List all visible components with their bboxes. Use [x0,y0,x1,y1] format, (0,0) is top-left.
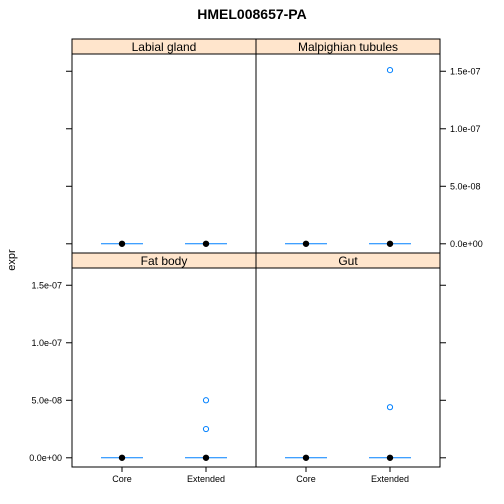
plot-frame-labial-gland [71,53,257,254]
median-dot-labial-gland-core [118,240,126,247]
outlier-gut-extended-1 [386,404,394,411]
plot-frame-fat-body [71,267,257,468]
median-dot-fat-body-extended [202,454,210,461]
panel-fat-body: Fat body [71,252,257,468]
outlier-fat-body-extended-2 [202,425,210,433]
panel-labial-gland: Labial gland [71,38,257,254]
panel-malpighian-tubules: Malpighian tubules [255,38,441,254]
y-tick-label-bottom-left-3: 1.0e-07 [31,338,62,348]
x-tick-label-2-extended: Extended [371,474,409,484]
x-tick-label-1-core: Core [112,474,132,484]
y-tick-label-bottom-left-2: 5.0e-08 [31,395,62,405]
y-tick-label-bottom-left-1: 0.0e+00 [29,453,62,463]
y-tick-label-top-right-2: 5.0e-08 [450,181,481,191]
strip-label-labial-gland: Labial gland [132,40,197,54]
median-dot-gut-extended [386,454,394,461]
median-dot-malpighian-tubules-core [302,240,310,247]
x-tick-label-2-core: Core [296,474,316,484]
median-dot-fat-body-core [118,454,126,461]
outlier-fat-body-extended-1 [202,397,210,404]
panel-gut: Gut [255,252,441,468]
median-dot-labial-gland-extended [202,240,210,247]
outlier-malpighian-tubules-extended-1 [386,67,394,74]
median-dot-malpighian-tubules-extended [386,240,394,247]
y-tick-label-top-right-1: 0.0e+00 [450,239,483,249]
y-tick-label-top-right-3: 1.0e-07 [450,124,481,134]
strip-label-gut: Gut [338,254,358,268]
strip-label-malpighian-tubules: Malpighian tubules [298,40,398,54]
plot-frame-gut [255,267,441,468]
strip-label-fat-body: Fat body [141,254,188,268]
y-tick-label-top-right-4: 1.5e-07 [450,66,481,76]
median-dot-gut-core [302,454,310,461]
y-tick-label-bottom-left-4: 1.5e-07 [31,280,62,290]
y-axis-label: expr [6,249,18,271]
x-tick-label-1-extended: Extended [187,474,225,484]
panels: Labial gland Malpighian tubules Fat body Gu… [29,38,483,484]
plot-frame-malpighian-tubules [255,53,441,254]
chart-title: HMEL008657-PA [197,6,306,22]
